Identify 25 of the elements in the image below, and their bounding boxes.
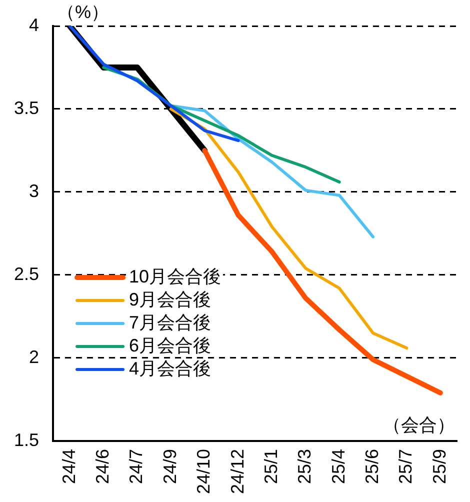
y-axis-title: （%） <box>57 2 110 22</box>
x-tick-label: 25/3 <box>294 448 315 484</box>
y-tick-label: 4 <box>29 14 40 35</box>
x-tick-label: 25/4 <box>328 448 348 484</box>
x-tick-label: 24/10 <box>194 448 214 494</box>
x-tick-label: 24/7 <box>126 448 146 484</box>
y-tick-label: 3.5 <box>14 98 40 118</box>
legend-label: 10月会合後 <box>129 266 222 286</box>
legend-label: 4月会合後 <box>129 358 212 378</box>
x-tick-label: 24/12 <box>227 448 248 494</box>
y-tick-label: 2 <box>29 346 40 367</box>
x-axis-title: （会合） <box>383 414 456 435</box>
x-tick-label: 24/4 <box>58 448 79 484</box>
y-tick-label: 3 <box>29 180 40 201</box>
x-tick-label: 25/1 <box>260 448 281 484</box>
x-tick-label: 24/9 <box>160 448 180 484</box>
x-tick-label: 25/9 <box>429 448 450 484</box>
x-tick-label: 25/7 <box>396 448 416 484</box>
x-tick-label: 24/6 <box>92 448 113 484</box>
y-tick-label: 2.5 <box>14 264 40 284</box>
y-tick-label: 1.5 <box>14 430 40 450</box>
legend-label: 6月会合後 <box>129 335 212 356</box>
legend-label: 7月会合後 <box>129 312 212 332</box>
legend-label: 9月会合後 <box>129 289 212 310</box>
x-tick-label: 25/6 <box>362 448 382 484</box>
